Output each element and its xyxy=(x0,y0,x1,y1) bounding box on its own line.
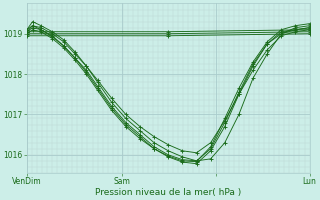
X-axis label: Pression niveau de la mer( hPa ): Pression niveau de la mer( hPa ) xyxy=(95,188,241,197)
